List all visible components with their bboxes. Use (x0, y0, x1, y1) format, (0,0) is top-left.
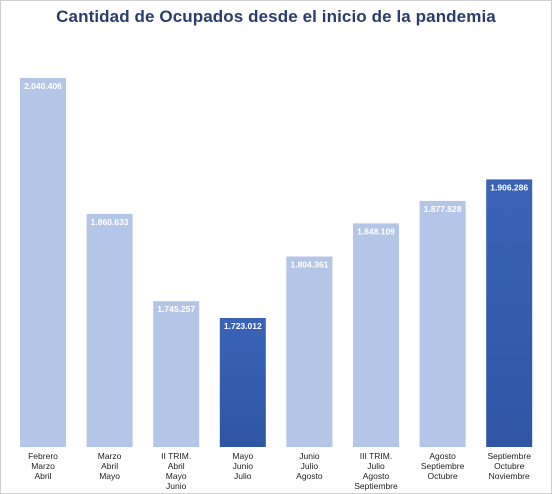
bar-5 (286, 256, 333, 447)
category-label-line: Agosto (296, 471, 323, 481)
category-label-line: II TRIM. (161, 451, 191, 461)
category-label-line: Junio (233, 461, 254, 471)
bar-1 (20, 78, 66, 447)
category-label-7: Agosto Septiembre Octubre (421, 451, 465, 481)
category-label-line: Abril (168, 461, 185, 471)
category-label-line: Junio (299, 451, 320, 461)
category-label-line: Octubre (427, 471, 458, 481)
bar-7 (419, 200, 466, 447)
category-label-line: Julio (301, 461, 319, 471)
value-label-4: 1.723.012 (224, 321, 262, 331)
category-label-line: Agosto (363, 471, 390, 481)
category-label-line: Mayo (166, 471, 187, 481)
category-label-line: Septiembre (487, 451, 531, 461)
category-label-1: Febrero Marzo Abril (28, 451, 58, 481)
category-label-line: Abril (34, 471, 51, 481)
category-label-4: Mayo Junio Julio (232, 451, 253, 481)
value-label-5: 1.804.361 (290, 260, 328, 270)
category-label-line: Julio (367, 461, 385, 471)
bar-3 (153, 301, 200, 447)
category-label-line: Marzo (31, 461, 55, 471)
chart-title: Cantidad de Ocupados desde el inicio de … (56, 7, 496, 26)
category-label-line: Septiembre (421, 461, 465, 471)
bar-8 (486, 179, 533, 447)
bar-4 (219, 318, 266, 447)
category-label-line: Abril (101, 461, 118, 471)
category-label-line: Febrero (28, 451, 58, 461)
value-label-1: 2.040.406 (24, 81, 62, 91)
category-label-3: II TRIM. Abril Mayo Junio (161, 451, 191, 491)
category-label-6: III TRIM. Julio Agosto Septiembre (354, 451, 398, 491)
bar-6 (353, 223, 399, 447)
category-label-line: Septiembre (354, 481, 398, 491)
category-label-line: III TRIM. (360, 451, 392, 461)
bar-2 (86, 213, 133, 447)
category-label-line: Marzo (98, 451, 122, 461)
category-label-line: Octubre (494, 461, 525, 471)
value-label-6: 1.848.109 (357, 226, 395, 236)
value-label-2: 1.860.633 (91, 217, 129, 227)
category-label-line: Junio (166, 481, 187, 491)
value-label-3: 1.745.257 (157, 304, 195, 314)
value-label-8: 1.906.286 (490, 182, 528, 192)
category-label-line: Julio (234, 471, 252, 481)
category-label-line: Noviembre (489, 471, 530, 481)
category-label-line: Mayo (99, 471, 120, 481)
category-label-line: Mayo (232, 451, 253, 461)
category-label-2: Marzo Abril Mayo (98, 451, 122, 481)
category-label-8: Septiembre Octubre Noviembre (487, 451, 531, 481)
value-label-7: 1.877.828 (424, 204, 462, 214)
category-label-5: Junio Julio Agosto (296, 451, 323, 481)
category-label-line: Agosto (429, 451, 456, 461)
bars-group (20, 78, 533, 447)
